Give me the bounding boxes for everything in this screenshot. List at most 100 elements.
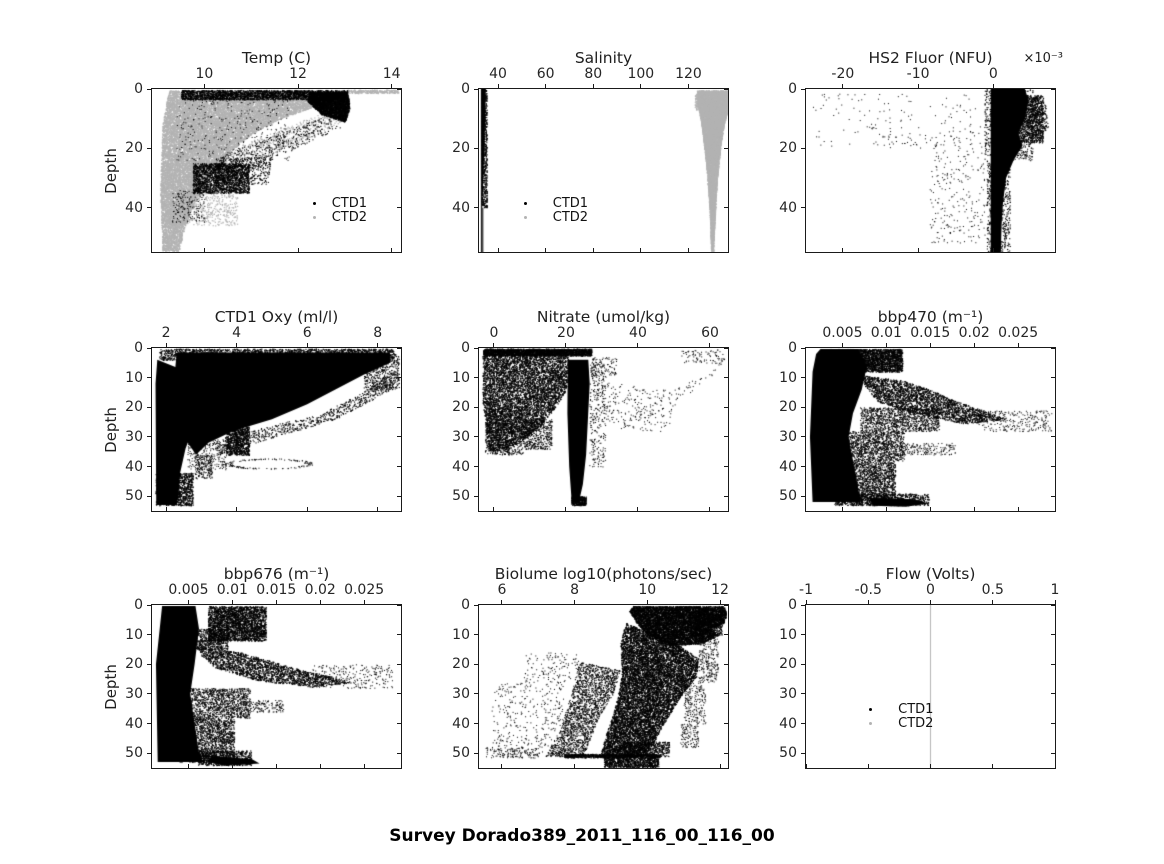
x-tick-label: 8 [570,582,580,598]
axis-scale-label: ×10⁻³ [1023,51,1063,66]
x-tick-mark [709,507,711,511]
x-tick-mark [842,84,844,88]
subplot-nitrate: Nitrate (umol/kg) 0 20 40 60 0 10 20 30 40 50 [452,308,729,512]
x-tick-mark [709,343,711,347]
y-tick-mark [724,88,728,90]
legend-marker [524,215,528,219]
y-tick-mark [1051,207,1055,209]
y-tick-mark [397,604,401,606]
x-tick-mark [930,600,931,604]
x-tick-mark [574,764,576,768]
y-tick-mark [724,147,728,149]
y-tick-label: 30 [779,685,797,702]
y-tick-mark [474,377,478,379]
x-tick-label: 0 [988,66,998,82]
x-tick-mark [867,764,869,768]
y-tick-label: 20 [779,656,797,673]
y-tick-label: 20 [452,399,470,416]
x-tick-mark [992,84,994,88]
y-tick-label: 0 [788,81,797,97]
plot-title: Biolume log10(photons/sec) [494,565,713,583]
y-tick-label: 40 [125,199,143,216]
x-tick-mark [929,507,931,511]
x-tick-label: 12 [289,66,307,82]
x-tick-mark [1017,507,1019,511]
x-tick-mark [391,248,393,252]
x-tick-mark [992,248,994,252]
y-tick-mark [474,466,478,468]
legend-label: CTD1 [898,701,934,717]
x-tick-mark [306,507,308,511]
y-tick-mark [147,436,151,438]
plot-area-canvas [806,605,1055,768]
x-tick-mark [187,764,189,768]
x-tick-mark [545,84,547,88]
y-tick-label: 10 [779,369,797,386]
x-tick-mark [640,248,642,252]
x-tick-mark [203,248,205,252]
x-tick-mark [805,600,807,604]
plot-title: Nitrate (umol/kg) [536,308,671,326]
y-tick-mark [724,693,728,695]
y-tick-label: 20 [125,399,143,416]
y-tick-mark [724,347,728,349]
y-tick-label: 20 [125,656,143,673]
x-tick-mark [841,343,843,347]
y-tick-label: 10 [125,626,143,643]
y-tick-mark [1051,752,1055,754]
y-tick-mark [147,88,151,90]
x-tick-mark [236,507,238,511]
x-tick-label: 0.01 [216,582,248,598]
x-tick-mark [501,600,503,604]
y-tick-mark [1051,495,1055,497]
y-tick-mark [397,406,401,408]
x-tick-label: 0.005 [168,582,209,598]
y-tick-label: 0 [134,340,143,356]
y-tick-mark [397,347,401,349]
x-tick-mark [992,764,994,768]
y-tick-mark [474,406,478,408]
y-tick-mark [801,406,805,408]
legend-marker [524,201,528,205]
x-tick-label: 0.01 [870,325,902,341]
legend-marker [312,215,316,219]
y-tick-mark [397,723,401,725]
x-tick-label: 0.02 [958,325,990,341]
y-tick-mark [724,495,728,497]
x-tick-label: -0.5 [854,582,882,598]
subplot-bbp470: bbp470 (m⁻¹) 0.005 0.01 0.015 0.02 0.025 0 10 2… [779,308,1056,512]
y-tick-label: 40 [779,715,797,732]
y-tick-mark [474,604,478,606]
y-tick-label: 30 [452,428,470,445]
y-tick-label: 50 [125,745,143,762]
y-tick-mark [397,466,401,468]
y-tick-label: 30 [779,428,797,445]
plot-area-canvas [152,605,401,768]
y-tick-mark [801,347,805,349]
x-tick-mark [165,343,167,347]
plot-title: Salinity [574,49,633,67]
x-tick-label: 40 [489,66,507,82]
y-tick-mark [397,663,401,665]
y-tick-mark [724,752,728,754]
y-tick-mark [1051,347,1055,349]
x-tick-mark [377,343,379,347]
y-tick-label: 10 [452,626,470,643]
x-tick-label: 0 [489,325,499,341]
x-tick-mark [231,600,233,604]
x-tick-mark [363,764,365,768]
legend-marker [869,722,873,726]
x-tick-label: 0.015 [256,582,297,598]
y-tick-mark [801,723,805,725]
y-tick-mark [801,752,805,754]
x-tick-mark [687,84,689,88]
x-tick-mark [1054,600,1056,604]
y-tick-label: 50 [125,488,143,505]
subplot-hs2-fluor: HS2 Fluor (NFU) ×10⁻³ -20 -10 0 0 20 40 [779,49,1063,253]
y-tick-mark [724,466,728,468]
x-tick-label: 6 [302,325,312,341]
plot-title: Flow (Volts) [885,565,976,583]
legend-label: CTD2 [552,209,589,225]
y-tick-mark [724,604,728,606]
y-tick-label: 20 [125,140,143,157]
